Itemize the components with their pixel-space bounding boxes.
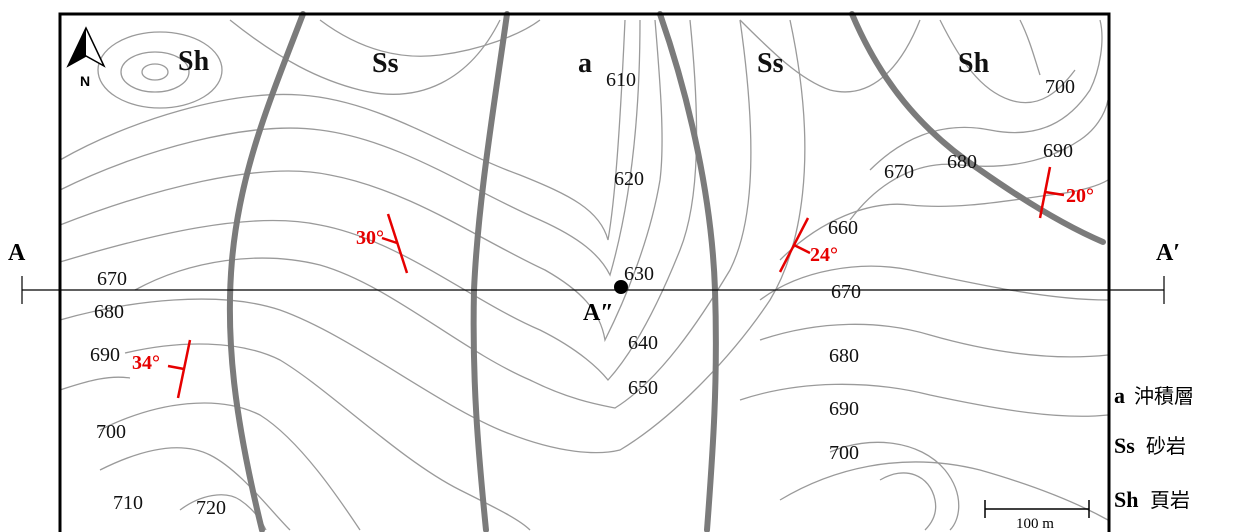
strike-dip-20: 20° — [1038, 166, 1094, 219]
dip-angle-label: 30° — [356, 227, 384, 249]
contour-line — [229, 19, 501, 95]
contour-lines — [59, 19, 1109, 531]
strike-dip-30: 30° — [356, 213, 409, 274]
elevation-label: 670 — [97, 268, 127, 290]
elevation-labels: 610 620 630 640 650 660 670 680 690 700 … — [90, 69, 1075, 519]
dip-angle-label: 20° — [1066, 185, 1094, 207]
profile-line: A A′ A″ — [8, 240, 1180, 326]
formation-boundaries — [226, 11, 1106, 532]
elevation-label: 620 — [614, 168, 644, 190]
unit-label-a: a — [578, 48, 592, 79]
contour-line — [739, 19, 921, 93]
contour-line — [1019, 19, 1041, 76]
elevation-label: 670 — [884, 161, 914, 183]
elevation-label: 640 — [628, 332, 658, 354]
unit-label-ss-left: Ss — [372, 48, 399, 79]
contour-line — [99, 402, 361, 531]
contour-line — [759, 265, 1109, 301]
contour-line — [319, 19, 541, 57]
elevation-label: 690 — [1043, 140, 1073, 162]
elevation-label: 630 — [624, 263, 654, 285]
dip-angle-label: 34° — [132, 352, 160, 374]
contour-line — [59, 19, 698, 382]
elevation-label: 690 — [829, 398, 859, 420]
profile-label-a: A — [8, 240, 26, 266]
elevation-label: 660 — [828, 217, 858, 239]
contour-line — [779, 179, 1109, 261]
dip-tick — [1044, 190, 1065, 197]
north-letter: N — [80, 73, 90, 89]
map-frame — [58, 12, 1111, 532]
legend: a 沖積層 Ss 砂岩 Sh 頁岩 — [1114, 383, 1194, 512]
contour-line — [879, 472, 937, 531]
contour-line — [99, 447, 291, 531]
contour-line — [939, 19, 1076, 104]
contour-line — [124, 343, 531, 531]
elevation-label: 680 — [947, 151, 977, 173]
elevation-label: 650 — [628, 377, 658, 399]
north-arrow-shaded-half — [68, 28, 86, 66]
contour-line — [849, 99, 1109, 221]
elevation-label: 670 — [831, 281, 861, 303]
contour-line — [869, 19, 1103, 171]
boundary-ss-sh-right — [849, 11, 1106, 245]
contour-hilltop-outer — [97, 31, 223, 109]
point-a-double-prime-marker — [614, 280, 628, 294]
contour-hilltop-mid — [120, 51, 190, 93]
elevation-label: 680 — [94, 301, 124, 323]
strike-dip-24: 24° — [778, 217, 838, 273]
legend-text: 沖積層 — [1134, 384, 1194, 408]
legend-key: a — [1114, 383, 1125, 408]
scale-bar: 100 m — [984, 500, 1090, 532]
contour-line — [759, 323, 1109, 358]
legend-key: Sh — [1114, 487, 1138, 512]
legend-text: 頁岩 — [1150, 488, 1190, 512]
north-arrow-icon: N — [66, 26, 106, 89]
strike-dip-34: 34° — [132, 339, 192, 399]
contour-hilltop-inner — [141, 63, 169, 81]
elevation-label: 700 — [96, 421, 126, 443]
elevation-label: 680 — [829, 345, 859, 367]
dip-tick — [167, 364, 185, 371]
elevation-label: 720 — [196, 497, 226, 519]
profile-label-a-prime: A′ — [1156, 240, 1180, 266]
contour-line — [829, 441, 960, 531]
strike-dip-symbols: 30° 34° 24° 20° — [132, 166, 1094, 399]
elevation-label: 700 — [1045, 76, 1075, 98]
contour-line — [59, 376, 131, 391]
contour-line — [59, 19, 806, 454]
contour-line — [59, 19, 626, 241]
contour-line — [134, 19, 752, 409]
contour-line — [779, 461, 1109, 521]
legend-key: Ss — [1114, 433, 1135, 458]
scale-bar-label: 100 m — [1016, 516, 1054, 532]
elevation-label: 690 — [90, 344, 120, 366]
profile-label-a-double-prime: A″ — [583, 300, 614, 326]
contour-line — [739, 383, 1109, 417]
boundary-sh-ss-left — [226, 11, 306, 532]
legend-item-a: a 沖積層 — [1114, 383, 1194, 408]
dip-tick — [381, 236, 398, 245]
unit-label-sh-left: Sh — [178, 46, 210, 77]
boundary-ss-a-left — [470, 11, 510, 532]
legend-item-sh: Sh 頁岩 — [1114, 487, 1190, 512]
unit-label-sh-right: Sh — [958, 48, 990, 79]
legend-text: 砂岩 — [1146, 434, 1186, 458]
legend-item-ss: Ss 砂岩 — [1114, 433, 1186, 458]
dip-angle-label: 24° — [810, 244, 838, 266]
strike-line — [386, 213, 409, 274]
unit-labels: Sh Ss a Ss Sh — [178, 46, 990, 79]
dip-tick — [793, 243, 811, 255]
boundary-a-ss-right — [657, 11, 719, 532]
contour-line — [59, 19, 663, 343]
unit-label-ss-right: Ss — [757, 48, 784, 79]
elevation-label: 700 — [829, 442, 859, 464]
elevation-label: 710 — [113, 492, 143, 514]
contour-line — [59, 19, 641, 277]
elevation-label: 610 — [606, 69, 636, 91]
